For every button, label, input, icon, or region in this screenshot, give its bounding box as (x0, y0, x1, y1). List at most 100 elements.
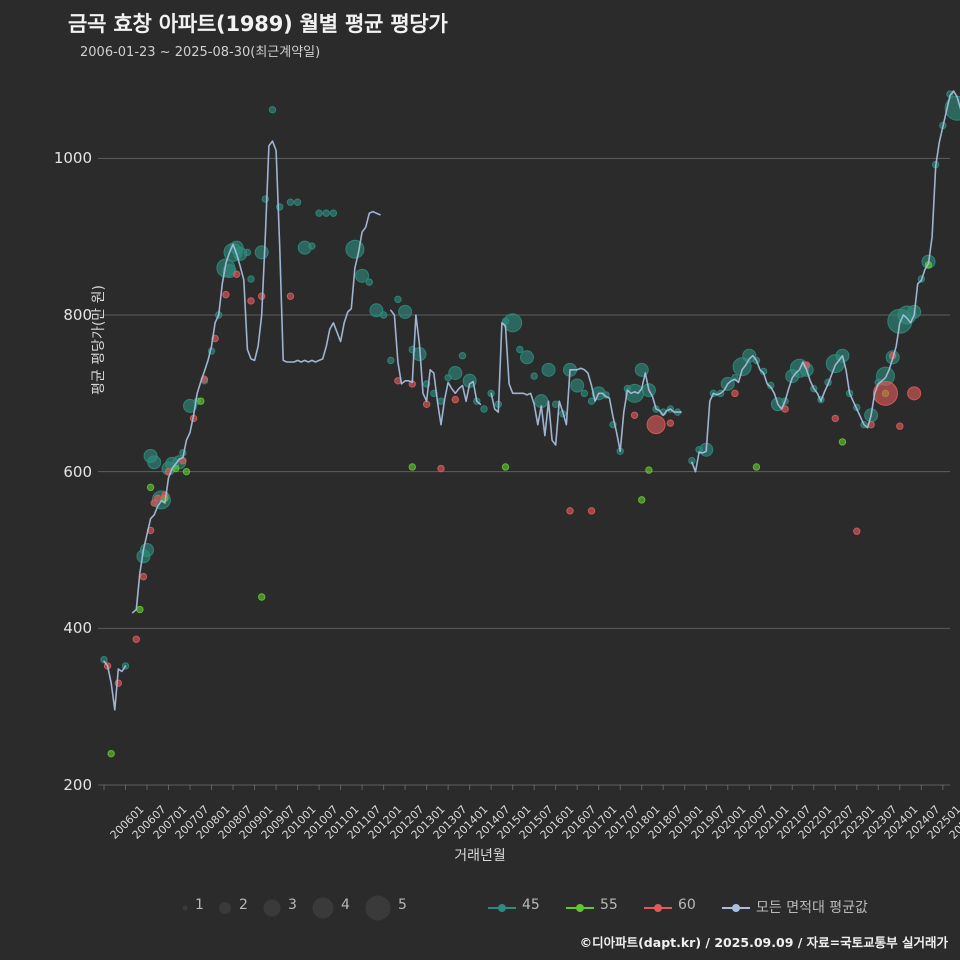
data-point (243, 248, 252, 257)
data-point (752, 463, 761, 471)
size-legend-item: 3 (259, 893, 297, 923)
data-point (541, 362, 556, 377)
data-point (638, 496, 646, 504)
data-point (345, 239, 365, 259)
data-point (182, 467, 191, 476)
data-point (286, 198, 295, 206)
data-point (666, 419, 675, 427)
data-point (625, 383, 645, 403)
data-point (308, 242, 316, 250)
legend-label: 55 (600, 897, 618, 913)
y-axis-label: 평균 평당가(만 원) (91, 285, 107, 395)
data-point (501, 463, 510, 471)
data-point (516, 345, 524, 354)
data-point (520, 350, 534, 365)
average-line (131, 140, 381, 614)
scatter-series-55 (107, 261, 933, 758)
data-point (355, 268, 370, 283)
data-point (268, 106, 277, 114)
data-point (293, 198, 302, 206)
data-point (503, 313, 523, 333)
average-line (490, 322, 682, 453)
data-point (646, 415, 666, 435)
data-point (154, 494, 162, 502)
data-point (146, 483, 155, 492)
data-point (896, 422, 904, 430)
scatter-series-45 (100, 90, 960, 670)
average-line (390, 309, 482, 426)
y-tick-label: 400 (63, 619, 92, 638)
size-legend-label: 1 (195, 897, 204, 913)
legend-label: 모든 면적대 평균값 (756, 900, 868, 916)
data-point (147, 455, 162, 470)
data-point (183, 398, 198, 413)
legend-marker (722, 904, 750, 912)
data-point (107, 749, 115, 758)
data-point (530, 372, 538, 380)
data-point (322, 209, 330, 217)
data-point (742, 348, 757, 363)
data-point (222, 290, 230, 299)
data-point (100, 655, 108, 664)
data-point (570, 378, 585, 393)
data-point (247, 297, 255, 305)
data-point (254, 245, 269, 260)
data-point (365, 278, 373, 286)
page-title: 금곡 효창 아파트(1989) 월별 평균 평당가 (68, 12, 448, 36)
data-point (437, 397, 445, 405)
data-point (872, 380, 898, 406)
data-point (480, 405, 488, 413)
data-point (398, 304, 413, 319)
legend-marker-dot (576, 904, 584, 912)
size-legend-dot (312, 897, 333, 919)
data-point (437, 464, 445, 473)
data-point (247, 275, 255, 283)
y-tick-label: 1000 (53, 149, 92, 168)
size-legend-label: 4 (341, 897, 350, 913)
y-tick-label: 800 (63, 306, 92, 324)
legend-marker (644, 904, 672, 912)
legend-label: 45 (522, 897, 540, 913)
average-line (103, 660, 127, 711)
data-point (387, 356, 395, 365)
data-point (136, 605, 144, 614)
data-point (451, 395, 460, 404)
data-point (197, 397, 205, 405)
scatter-series-60 (103, 270, 922, 687)
legend-marker-dot (654, 904, 662, 912)
x-axis-label: 거래년월 (454, 848, 506, 864)
data-point (587, 507, 596, 515)
data-point (566, 507, 574, 515)
legend-marker-dot (732, 904, 740, 912)
legend-label: 60 (678, 897, 696, 913)
data-point (853, 527, 861, 535)
y-tick-label: 200 (63, 776, 92, 794)
data-point (458, 352, 467, 360)
size-legend-dot (263, 899, 280, 917)
data-point (315, 209, 323, 217)
data-point (132, 635, 140, 643)
data-point (394, 295, 402, 304)
data-point (408, 463, 416, 471)
data-point (369, 303, 384, 318)
footer-credit: ©디아파트(dapt.kr) / 2025.09.09 / 자료=국토교통부 실… (579, 935, 948, 950)
size-legend-dot (182, 905, 187, 911)
data-point (838, 438, 847, 446)
size-legend-item: 4 (308, 893, 350, 923)
average-line (691, 90, 960, 473)
data-point (731, 389, 739, 398)
data-point (232, 270, 241, 278)
data-point (630, 411, 639, 419)
page-subtitle: 2006-01-23 ~ 2025-08-30(최근계약일) (80, 45, 321, 60)
size-legend-dot (365, 895, 390, 921)
legend-marker (566, 904, 594, 912)
data-point (831, 414, 839, 423)
legend-marker (488, 904, 516, 912)
data-point (329, 209, 338, 217)
data-point (258, 593, 266, 601)
size-legend-item: 2 (215, 893, 248, 923)
data-point (422, 400, 431, 408)
